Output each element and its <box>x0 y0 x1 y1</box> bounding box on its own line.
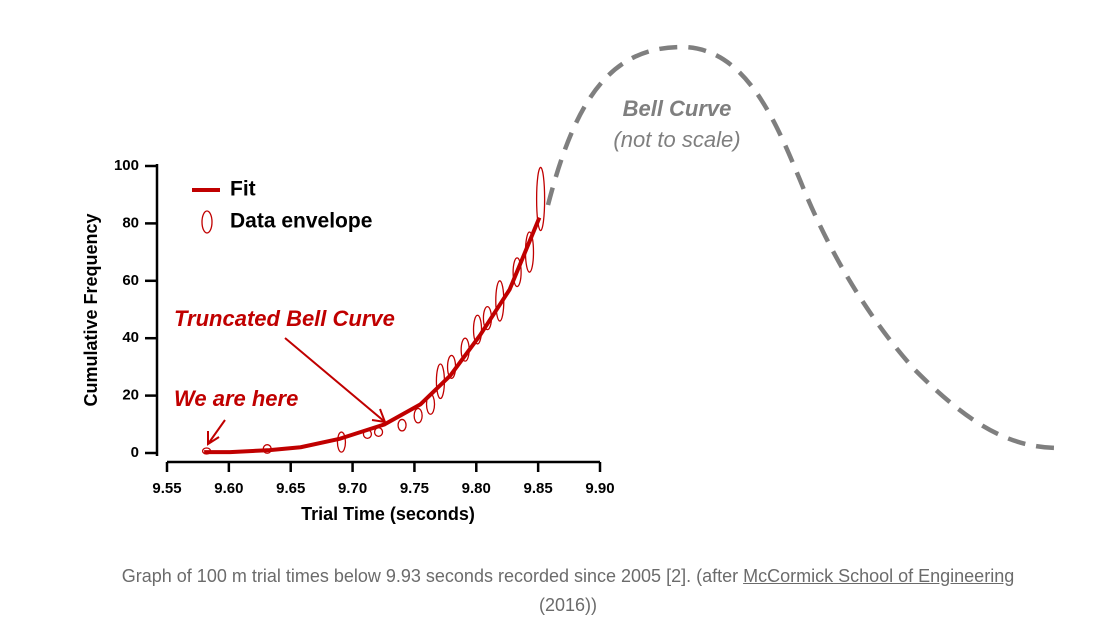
y-axis-title: Cumulative Frequency <box>81 213 101 406</box>
data-envelope <box>495 280 505 322</box>
annotation: (not to scale) <box>613 127 740 152</box>
annotation: We are here <box>174 386 298 411</box>
data-envelope <box>472 314 483 345</box>
x-tick-label: 9.75 <box>400 480 429 497</box>
data-envelope <box>425 393 436 415</box>
caption-tail: (2016)) <box>538 595 598 615</box>
y-tick-label: 20 <box>122 387 139 404</box>
data-envelope <box>524 231 535 273</box>
x-tick-label: 9.80 <box>462 480 491 497</box>
bell-curve <box>545 44 1061 451</box>
data-envelope <box>435 363 446 400</box>
data-envelope <box>460 337 470 362</box>
y-tick-label: 60 <box>122 272 139 289</box>
caption: Graph of 100 m trial times below 9.93 se… <box>100 562 1036 620</box>
data-envelope <box>373 427 384 438</box>
x-axis-title: Trial Time (seconds) <box>301 504 475 524</box>
data-envelope <box>446 354 457 380</box>
arrow <box>207 419 226 446</box>
data-envelope <box>362 429 373 440</box>
legend-swatch <box>201 210 213 234</box>
y-tick-label: 0 <box>131 444 139 461</box>
data-envelope <box>482 305 493 331</box>
caption-text: Graph of 100 m trial times below 9.93 se… <box>121 566 744 586</box>
chart: Bell Curve (not to scale) Truncated Bell… <box>81 44 1061 524</box>
data-envelope <box>201 447 212 455</box>
annotation: Bell Curve <box>623 96 732 121</box>
data-envelope <box>397 418 407 432</box>
y-tick-label: 100 <box>114 157 139 174</box>
caption-link[interactable]: McCormick School of Engineering <box>743 566 1015 586</box>
data-envelope <box>512 257 522 288</box>
arrow <box>284 337 387 424</box>
data-envelope <box>535 166 546 232</box>
x-tick-label: 9.90 <box>585 480 614 497</box>
data-envelope <box>413 407 423 424</box>
annotation: Truncated Bell Curve <box>174 306 395 331</box>
legend-label: Fit <box>230 178 256 201</box>
data-envelope <box>262 444 272 454</box>
data-envelope <box>336 431 347 453</box>
fit-line <box>204 216 542 455</box>
y-tick-label: 40 <box>122 329 139 346</box>
legend-label: Data envelope <box>230 210 372 233</box>
x-tick-label: 9.55 <box>152 480 181 497</box>
y-tick-label: 80 <box>122 214 139 231</box>
x-tick-label: 9.60 <box>214 480 243 497</box>
x-tick-label: 9.70 <box>338 480 367 497</box>
x-tick-label: 9.85 <box>524 480 553 497</box>
x-tick-label: 9.65 <box>276 480 305 497</box>
